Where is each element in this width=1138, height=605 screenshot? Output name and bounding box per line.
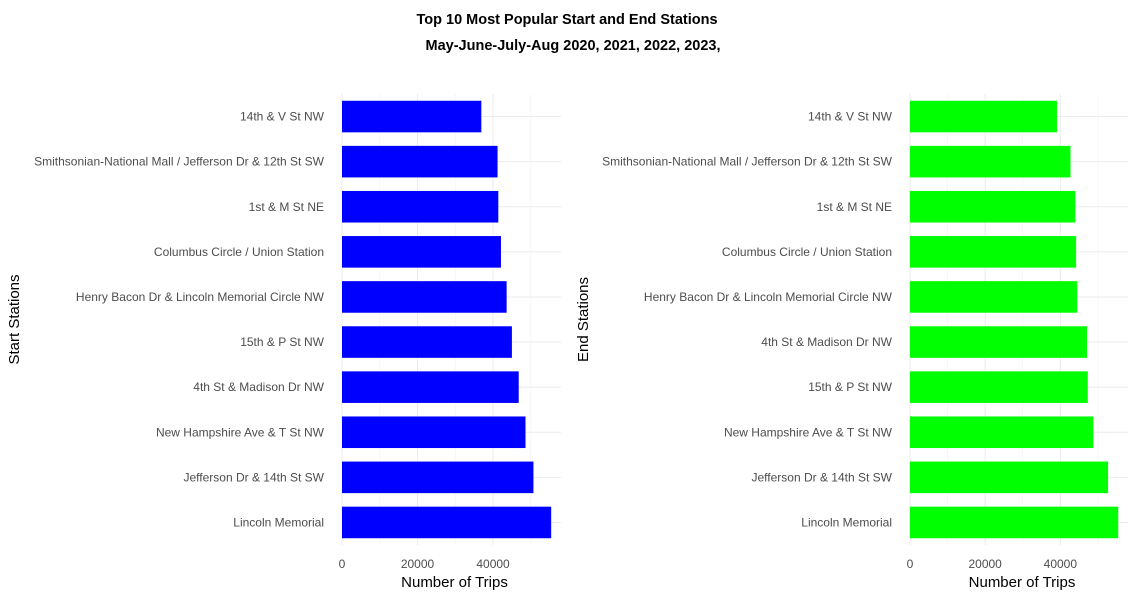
start-category-label: 14th & V St NW (240, 110, 325, 124)
start-category-label: Lincoln Memorial (233, 515, 324, 529)
end-y-axis-title: End Stations (575, 277, 592, 362)
start-x-axis-title: Number of Trips (401, 574, 508, 591)
end-category-label: Columbus Circle / Union Station (722, 245, 892, 259)
end-category-label: Jefferson Dr & 14th St SW (751, 470, 892, 484)
start-bar (342, 416, 526, 449)
start-bar (342, 281, 507, 313)
end-bar (910, 371, 1088, 403)
start-bar (342, 190, 499, 223)
end-category-label: Smithsonian-National Mall / Jefferson Dr… (602, 155, 893, 169)
end-bar (910, 236, 1077, 268)
end-category-label: 4th St & Madison Dr NW (761, 335, 892, 349)
end-category-label: 15th & P St NW (808, 380, 892, 394)
start-y-axis-title: Start Stations (6, 274, 23, 364)
start-x-tick-label: 0 (339, 557, 346, 571)
end-category-label: Lincoln Memorial (801, 515, 892, 529)
end-category-label: 14th & V St NW (808, 110, 893, 124)
start-bar (342, 506, 552, 539)
end-bar (910, 100, 1057, 133)
end-bar (910, 461, 1109, 494)
end-bar (910, 190, 1076, 223)
end-category-label: Henry Bacon Dr & Lincoln Memorial Circle… (644, 290, 893, 304)
chart-title-line-2: May-June-July-Aug 2020, 2021, 2022, 2023… (426, 38, 721, 54)
start-category-label: 4th St & Madison Dr NW (193, 380, 324, 394)
end-x-tick-label: 40000 (1044, 557, 1078, 571)
end-bar (910, 506, 1119, 539)
start-bar (342, 326, 512, 358)
start-bar (342, 100, 482, 133)
start-category-label: Smithsonian-National Mall / Jefferson Dr… (34, 155, 325, 169)
end-category-label: New Hampshire Ave & T St NW (724, 425, 893, 439)
start-category-label: Henry Bacon Dr & Lincoln Memorial Circle… (76, 290, 325, 304)
start-category-label: Columbus Circle / Union Station (154, 245, 324, 259)
start-category-label: New Hampshire Ave & T St NW (156, 425, 325, 439)
start-bar (342, 371, 519, 403)
start-x-tick-label: 20000 (401, 557, 435, 571)
end-x-axis-title: Number of Trips (969, 574, 1076, 591)
start-bar (342, 145, 498, 178)
end-bar (910, 145, 1071, 178)
end-x-tick-label: 0 (907, 557, 914, 571)
end-bar (910, 326, 1088, 358)
start-bar (342, 236, 501, 268)
end-bar (910, 281, 1078, 313)
end-category-label: 1st & M St NE (817, 200, 892, 214)
start-category-label: 15th & P St NW (240, 335, 324, 349)
end-x-tick-label: 20000 (968, 557, 1002, 571)
start-category-label: 1st & M St NE (249, 200, 324, 214)
start-bar (342, 461, 534, 494)
start-x-tick-label: 40000 (476, 557, 510, 571)
start-category-label: Jefferson Dr & 14th St SW (183, 470, 324, 484)
end-bar (910, 416, 1094, 449)
chart-title-line-1: Top 10 Most Popular Start and End Statio… (416, 12, 717, 28)
